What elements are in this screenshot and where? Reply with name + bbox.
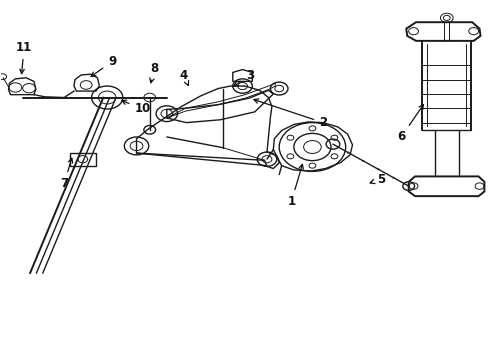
Text: 4: 4 xyxy=(180,69,189,86)
Text: 3: 3 xyxy=(234,69,254,86)
Text: 8: 8 xyxy=(150,62,159,83)
Text: 6: 6 xyxy=(397,104,423,144)
Text: 2: 2 xyxy=(254,99,327,129)
Text: 11: 11 xyxy=(16,41,32,74)
Text: 9: 9 xyxy=(91,55,116,76)
Text: 10: 10 xyxy=(122,100,150,116)
Text: 7: 7 xyxy=(60,158,73,190)
Text: 1: 1 xyxy=(287,164,303,208)
Text: 5: 5 xyxy=(370,173,385,186)
